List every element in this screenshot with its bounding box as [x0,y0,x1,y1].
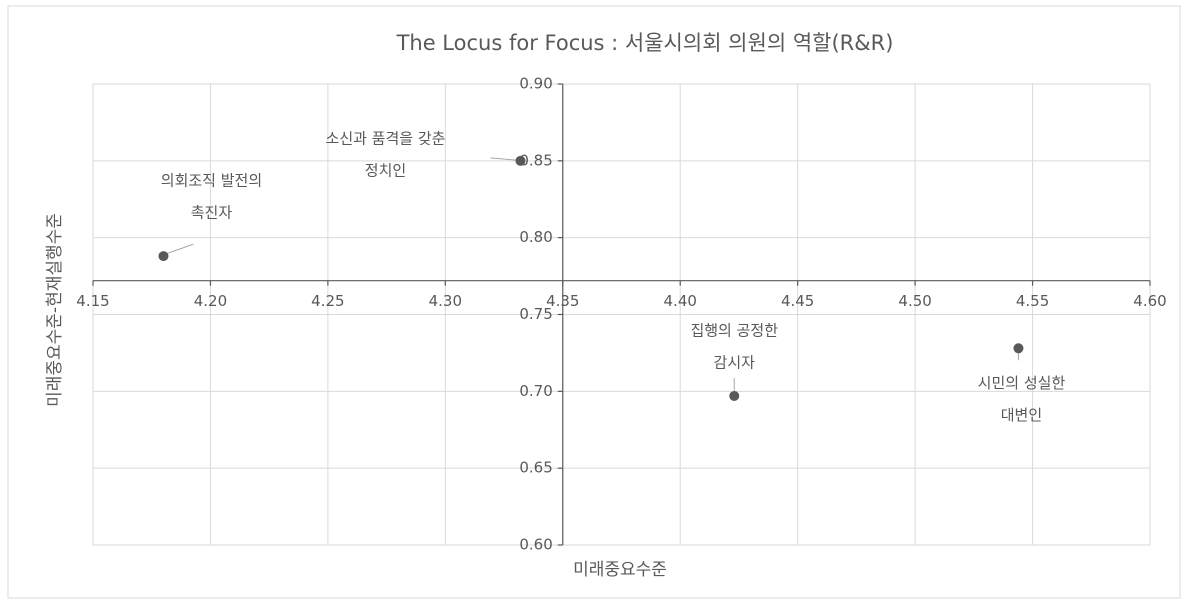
x-tick-label: 4.15 [76,292,109,310]
data-label: 집행의 공정한 [690,321,778,339]
y-tick-label: 0.80 [519,228,552,246]
data-label: 대변인 [1001,406,1042,424]
chart-frame [7,5,1181,599]
x-tick-label: 4.60 [1133,292,1166,310]
data-label: 의회조직 발전의 [161,172,262,190]
point [1013,343,1024,354]
leader-line [166,243,194,255]
y-tick-label: 0.60 [519,536,552,554]
x-tick-label: 4.20 [194,292,227,310]
chart-title: The Locus for Focus : 서울시의회 의원의 역할(R&R) [396,31,894,55]
data-label: 시민의 성실한 [978,374,1066,392]
leader-line [490,157,518,161]
y-tick-label: 0.65 [519,459,552,477]
y-tick-label: 0.75 [519,305,552,323]
point [515,155,526,166]
x-tick-label: 4.40 [664,292,697,310]
x-tick-label: 4.45 [781,292,814,310]
point [158,251,169,262]
y-tick-label: 0.70 [519,382,552,400]
data-label: 촉진자 [191,204,233,222]
point [729,390,740,401]
y-tick-label: 0.90 [519,75,552,93]
x-tick-label: 4.50 [898,292,931,310]
x-tick-label: 4.30 [429,292,462,310]
y-tick-label: 0.85 [519,151,552,169]
data-label: 감시자 [714,353,756,371]
x-tick-label: 4.35 [546,292,579,310]
data-label: 정치인 [365,161,406,179]
data-label: 소신과 품격을 갖춘 [326,129,446,147]
x-tick-label: 4.55 [1016,292,1049,310]
x-tick-label: 4.25 [311,292,344,310]
x-axis-title: 미래중요수준 [573,560,667,580]
y-axis-title: 미래중요수준-현재실행수준 [45,213,65,407]
